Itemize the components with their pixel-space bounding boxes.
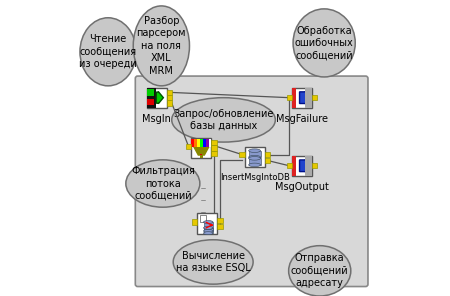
Text: Чтение
сообщения
из очереди: Чтение сообщения из очереди — [79, 34, 137, 69]
Ellipse shape — [249, 157, 261, 160]
Bar — [148, 89, 154, 96]
Bar — [197, 139, 200, 147]
Bar — [265, 158, 270, 163]
Ellipse shape — [249, 149, 261, 152]
Ellipse shape — [203, 232, 213, 235]
Text: Запрос/обновление
базы данных: Запрос/обновление базы данных — [173, 109, 274, 131]
FancyBboxPatch shape — [197, 213, 217, 234]
Bar — [217, 224, 223, 229]
Ellipse shape — [133, 6, 189, 86]
FancyBboxPatch shape — [191, 138, 212, 158]
FancyBboxPatch shape — [244, 147, 265, 167]
Bar — [312, 95, 317, 100]
Bar — [203, 228, 213, 233]
Ellipse shape — [288, 246, 351, 296]
Ellipse shape — [203, 229, 213, 232]
Polygon shape — [194, 147, 209, 155]
Bar — [287, 163, 292, 168]
Bar — [200, 154, 202, 155]
Bar — [312, 163, 317, 168]
Bar — [217, 218, 223, 223]
Bar — [212, 145, 217, 151]
Bar — [249, 151, 261, 157]
Ellipse shape — [203, 226, 213, 229]
Ellipse shape — [293, 9, 355, 77]
Bar — [194, 139, 197, 147]
Bar — [206, 139, 208, 147]
Ellipse shape — [80, 18, 136, 86]
FancyBboxPatch shape — [292, 88, 312, 108]
Bar — [265, 152, 270, 157]
Bar — [186, 144, 191, 149]
Text: InsertMsgIntoDB: InsertMsgIntoDB — [220, 173, 289, 182]
FancyArrow shape — [156, 92, 163, 104]
Bar — [200, 155, 202, 158]
Bar — [200, 215, 206, 223]
Text: Фильтрация
потока
сообщений: Фильтрация потока сообщений — [131, 166, 195, 201]
Bar — [192, 219, 197, 225]
Bar — [292, 156, 296, 176]
Bar — [212, 151, 217, 156]
Text: Вычисление
на языке ESQL: Вычисление на языке ESQL — [176, 251, 251, 273]
Text: MsgFailure: MsgFailure — [276, 114, 328, 124]
Bar — [167, 100, 172, 106]
Bar — [249, 158, 261, 165]
FancyArrow shape — [300, 91, 310, 104]
Text: Обработка
ошибочных
сообщений: Обработка ошибочных сообщений — [295, 25, 354, 60]
Ellipse shape — [126, 160, 200, 207]
Ellipse shape — [203, 221, 213, 223]
Bar — [167, 90, 172, 95]
Text: MsgOutput: MsgOutput — [275, 182, 329, 192]
Ellipse shape — [173, 240, 253, 284]
Bar — [305, 156, 312, 176]
Bar — [208, 139, 212, 147]
Bar — [292, 88, 296, 108]
FancyBboxPatch shape — [147, 88, 167, 108]
Bar — [200, 139, 203, 147]
Bar — [239, 152, 244, 157]
Bar — [305, 88, 312, 108]
FancyArrow shape — [300, 159, 310, 172]
Ellipse shape — [172, 98, 275, 142]
Bar — [148, 99, 154, 105]
Bar — [191, 139, 194, 147]
Bar — [287, 95, 292, 100]
Bar — [203, 139, 206, 147]
Bar — [167, 95, 172, 100]
Text: Отправка
сообщений
адресату: Отправка сообщений адресату — [291, 253, 349, 288]
Ellipse shape — [249, 163, 261, 167]
Bar — [203, 222, 213, 231]
FancyBboxPatch shape — [135, 76, 368, 287]
Bar — [147, 88, 156, 108]
Bar — [212, 140, 217, 145]
Ellipse shape — [249, 155, 261, 159]
Text: Разбор
парсером
на поля
XML
MRM: Разбор парсером на поля XML MRM — [137, 16, 186, 76]
FancyBboxPatch shape — [292, 156, 312, 176]
Text: MsgIn: MsgIn — [143, 114, 171, 124]
